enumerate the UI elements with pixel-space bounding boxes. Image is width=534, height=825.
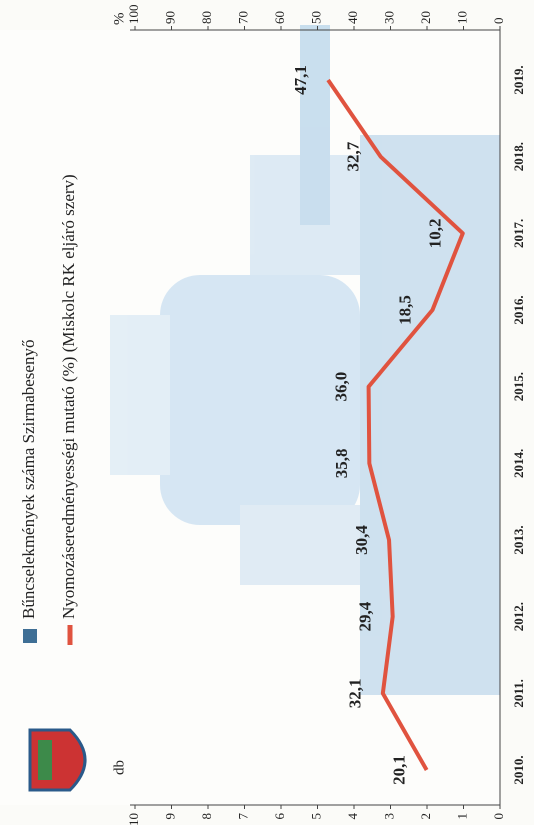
x-tick-label: 2019. [511, 65, 526, 94]
x-tick-label: 2017. [511, 219, 526, 248]
legend-swatch [23, 629, 37, 643]
y-tick-label: 0 [491, 813, 506, 820]
y-tick-label: 9 [162, 813, 177, 820]
y-tick-label: 3 [381, 813, 396, 820]
x-tick-label: 2018. [511, 142, 526, 171]
y-tick-label: 1 [454, 813, 469, 820]
legend-entry: Nyomozáseredményességi mutató (%) (Misko… [59, 174, 78, 619]
x-tick-label: 2012. [511, 602, 526, 631]
data-line [326, 78, 465, 771]
y2-axis-label: % [111, 13, 127, 26]
y2-tick-label: 100 [126, 5, 141, 25]
x-tick-label: 2013. [511, 525, 526, 554]
y-tick-label: 5 [308, 813, 323, 820]
y-tick-label: 7 [235, 813, 250, 820]
data-label: 18,5 [395, 295, 414, 325]
x-tick-label: 2014. [511, 449, 526, 478]
data-label: 35,8 [332, 448, 351, 478]
y-tick-label: 8 [199, 813, 214, 820]
logo [28, 728, 87, 792]
y2-tick-label: 30 [381, 11, 396, 24]
data-label: 47,1 [291, 65, 310, 95]
data-label: 32,1 [346, 678, 365, 708]
y2-tick-label: 90 [162, 11, 177, 24]
legend-label: Nyomozáseredményességi mutató (%) (Misko… [59, 174, 78, 619]
data-label: 36,0 [332, 372, 351, 402]
x-tick-label: 2016. [511, 295, 526, 324]
data-label: 30,4 [352, 525, 371, 555]
y2-tick-label: 10 [454, 11, 469, 24]
x-tick-label: 2011. [511, 679, 526, 708]
y-tick-label: 2 [418, 813, 433, 820]
x-tick-label: 2015. [511, 372, 526, 401]
y2-tick-label: 20 [418, 11, 433, 24]
y-tick-label: 10 [126, 813, 141, 825]
x-tick-label: 2010. [511, 755, 526, 784]
y-axis-label: db [111, 760, 127, 775]
data-label: 32,7 [344, 141, 363, 171]
legend-label: Bűncselekmények száma Szirmabesenyő [19, 339, 38, 619]
data-label: 20,1 [390, 755, 409, 785]
data-label: 10,2 [426, 218, 445, 248]
y2-tick-label: 80 [199, 11, 214, 24]
data-label: 29,4 [356, 601, 375, 631]
y2-tick-label: 70 [235, 11, 250, 24]
background-photo [110, 25, 500, 695]
y2-tick-label: 60 [272, 11, 287, 24]
y2-tick-label: 40 [345, 11, 360, 24]
y-tick-label: 4 [345, 813, 360, 820]
y2-tick-label: 0 [491, 18, 506, 25]
y2-tick-label: 50 [308, 11, 323, 24]
y-tick-label: 6 [272, 813, 287, 820]
